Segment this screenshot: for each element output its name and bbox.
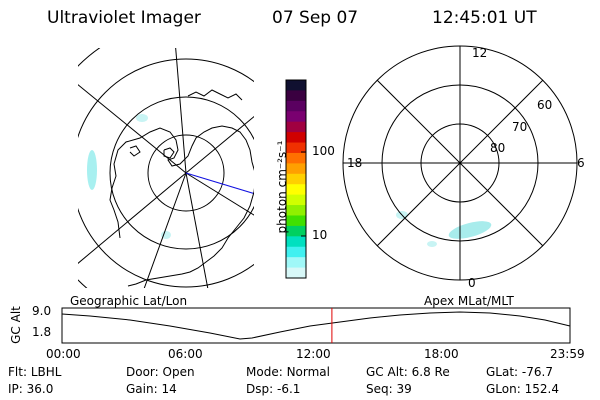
colorbar-segment <box>286 205 306 217</box>
time-label: 12:45:01 UT <box>432 8 537 28</box>
colorbar-segment <box>286 121 306 133</box>
polar-plot <box>342 45 578 281</box>
colorbar-segment <box>286 236 306 248</box>
colorbar-segment <box>286 257 306 269</box>
aurora-patch <box>136 114 148 122</box>
altitude-curve <box>61 311 571 340</box>
altitude-ytick-max: 9.0 <box>32 304 52 318</box>
filter-field: Flt: LBHL <box>8 365 62 379</box>
altitude-ytick-min: 1.8 <box>32 325 52 339</box>
colorbar-segment <box>286 142 306 154</box>
mlt-label-6: 6 <box>577 156 585 170</box>
filter-value: LBHL <box>30 365 62 379</box>
geographic-map <box>78 48 254 288</box>
door-value: Open <box>162 365 195 379</box>
colorbar-segment <box>286 152 306 164</box>
lat-circle <box>109 96 254 250</box>
mlat-label-60: 60 <box>537 98 553 112</box>
seq-value: 39 <box>396 382 412 396</box>
lon-line <box>78 172 187 264</box>
colorbar-segment <box>286 132 306 144</box>
coastline <box>163 147 175 159</box>
colorbar-segment <box>286 267 306 279</box>
lat-circle <box>78 58 254 288</box>
mode-value: Normal <box>286 365 330 379</box>
coastline <box>109 125 254 287</box>
aurora-patch <box>161 231 171 239</box>
colorbar-segment <box>286 184 306 196</box>
colorbar-segment <box>286 246 306 258</box>
lon-line <box>185 115 254 174</box>
glat-value: -76.7 <box>521 365 553 379</box>
altitude-plot <box>61 307 571 344</box>
colorbar-segment <box>286 80 306 92</box>
altitude-xtick-1: 06:00 <box>168 347 203 361</box>
colorbar-segment <box>286 173 306 185</box>
dsp-field: Dsp: -6.1 <box>246 382 301 396</box>
dsp-value: -6.1 <box>276 382 301 396</box>
gain-field: Gain: 14 <box>126 382 177 396</box>
aurora-patch <box>87 150 97 190</box>
geographic-panel-label: Geographic Lat/Lon <box>70 294 188 308</box>
colorbar-segment <box>286 111 306 123</box>
mode-field: Mode: Normal <box>246 365 330 379</box>
altitude-xtick-2: 12:00 <box>296 347 331 361</box>
lat-circle <box>147 134 225 212</box>
lon-line <box>143 172 187 288</box>
colorbar-unit-label: photon cm⁻²s⁻¹ <box>275 140 289 234</box>
colorbar-segment <box>286 100 306 112</box>
coastline <box>129 145 141 157</box>
ip-value: 36.0 <box>26 382 54 396</box>
ip-field: IP: 36.0 <box>8 382 54 396</box>
door-field: Door: Open <box>126 365 195 379</box>
lon-line <box>185 172 254 216</box>
mlat-label-70: 70 <box>512 120 528 134</box>
date-label: 07 Sep 07 <box>272 8 359 28</box>
colorbar-segment <box>286 194 306 206</box>
colorbar-ticks <box>301 151 306 237</box>
aurora-patch <box>448 221 492 239</box>
mlt-label-0: 0 <box>468 276 476 290</box>
noon-meridian <box>185 172 254 195</box>
altitude-ylabel: GC Alt <box>9 306 23 344</box>
gain-value: 14 <box>161 382 177 396</box>
instrument-title: Ultraviolet Imager <box>47 8 201 28</box>
aurora-patch <box>427 241 437 247</box>
colorbar-frame <box>285 79 307 279</box>
glon-field: GLon: 152.4 <box>486 382 559 396</box>
altitude-xtick-4: 23:59 <box>550 347 585 361</box>
glon-value: 152.4 <box>524 382 559 396</box>
apex-panel-label: Apex MLat/MLT <box>424 294 514 308</box>
colorbar-segment <box>286 90 306 102</box>
lon-line <box>175 48 187 174</box>
lon-line <box>185 172 209 288</box>
colorbar-tick-10: 10 <box>312 228 328 242</box>
seq-field: Seq: 39 <box>366 382 412 396</box>
altitude-xtick-0: 00:00 <box>46 347 81 361</box>
glat-field: GLat: -76.7 <box>486 365 553 379</box>
gc-alt-field: GC Alt: 6.8 Re <box>366 365 450 379</box>
mlat-label-80: 80 <box>490 141 506 155</box>
altitude-xtick-3: 18:00 <box>424 347 459 361</box>
mlt-label-12: 12 <box>472 46 488 60</box>
coastline <box>187 89 243 101</box>
colorbar-segment <box>286 163 306 175</box>
mlt-line <box>376 79 544 247</box>
colorbar-segment <box>286 225 306 237</box>
gc-alt-value: 6.8 Re <box>411 365 450 379</box>
colorbar-segment <box>286 215 306 227</box>
colorbar-tick-100: 100 <box>312 144 335 158</box>
colorbar <box>285 79 307 279</box>
mlt-label-18: 18 <box>347 156 363 170</box>
